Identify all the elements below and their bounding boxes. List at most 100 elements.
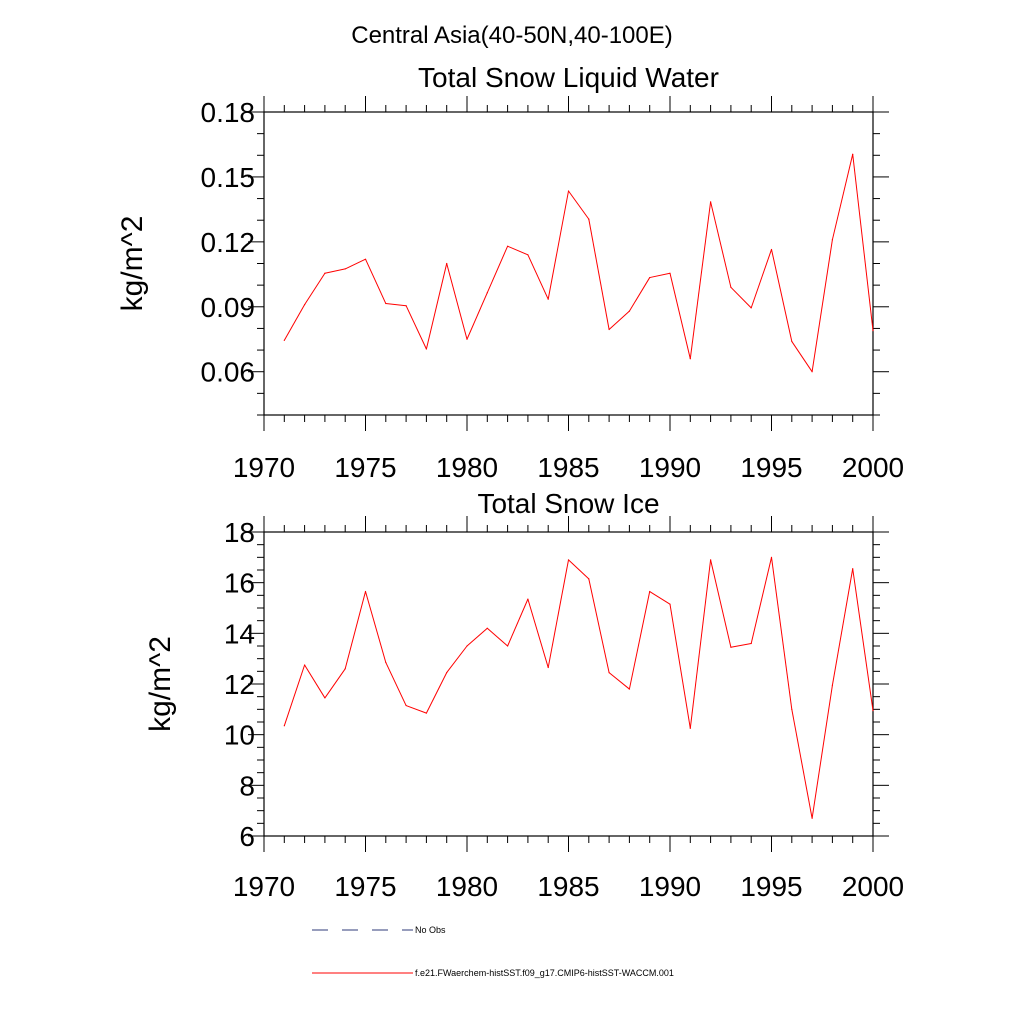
y-tick-label: 0.18 — [201, 97, 256, 128]
series-segment — [385, 662, 407, 706]
series-segment — [669, 273, 691, 359]
data-point — [689, 358, 691, 360]
x-tick-label: 2000 — [842, 871, 904, 902]
x-tick-label: 1980 — [436, 452, 498, 483]
y-tick-label: 8 — [239, 770, 255, 801]
data-point — [385, 302, 387, 305]
data-point — [730, 646, 732, 648]
x-tick-label: 1970 — [233, 452, 295, 483]
series-segment — [405, 705, 427, 714]
data-point — [567, 190, 570, 192]
data-point — [527, 254, 529, 256]
y-tick-label: 0.15 — [201, 162, 256, 193]
series-segment — [730, 642, 752, 648]
series-segment — [811, 239, 833, 372]
y-tick-label: 0.09 — [201, 292, 256, 323]
data-point — [730, 286, 732, 288]
series-segment — [568, 559, 590, 580]
data-point — [831, 684, 834, 686]
series-segment — [446, 645, 468, 673]
data-point — [344, 268, 346, 270]
series-segment — [466, 292, 488, 340]
series-segment — [689, 559, 712, 729]
series-segment — [547, 559, 569, 668]
series-segment — [628, 277, 651, 312]
data-point — [425, 348, 427, 350]
data-point — [466, 338, 468, 340]
x-tick-label: 1985 — [537, 871, 599, 902]
series-segment — [304, 272, 326, 305]
x-tick-label: 1990 — [639, 871, 701, 902]
series-line — [283, 153, 874, 373]
series-segment — [486, 627, 508, 647]
series-segment — [771, 557, 793, 710]
data-point — [689, 727, 691, 729]
data-point — [710, 559, 712, 561]
data-point — [405, 305, 407, 307]
series-segment — [831, 568, 854, 686]
data-point — [710, 201, 712, 203]
series-segment — [852, 568, 874, 711]
data-point — [852, 153, 854, 155]
data-point — [547, 298, 549, 300]
x-tick-label: 1995 — [740, 452, 802, 483]
series-segment — [344, 258, 366, 270]
data-point — [446, 262, 448, 265]
series-segment — [608, 672, 630, 690]
series-segment — [588, 219, 610, 330]
data-point — [425, 712, 427, 714]
data-point — [304, 664, 306, 666]
chart-title: Total Snow Liquid Water — [418, 62, 719, 93]
data-point — [791, 708, 793, 710]
figure-suptitle: Central Asia(40-50N,40-100E) — [351, 22, 673, 49]
data-point — [283, 725, 285, 727]
series-segment — [446, 263, 468, 340]
data-point — [364, 590, 367, 593]
x-tick-label: 1995 — [740, 871, 802, 902]
series-segment — [507, 598, 529, 647]
data-point — [588, 218, 590, 220]
series-segment — [365, 591, 387, 663]
data-point — [324, 272, 326, 274]
data-point — [608, 328, 610, 331]
series-segment — [425, 263, 448, 350]
chart-title: Total Snow Ice — [477, 488, 659, 519]
x-tick-label: 1990 — [639, 452, 701, 483]
y-axis-label: kg/m^2 — [116, 216, 149, 312]
series-segment — [405, 305, 427, 350]
y-tick-label: 18 — [224, 517, 255, 548]
x-tick-label: 2000 — [842, 452, 904, 483]
data-point — [588, 578, 590, 580]
data-point — [324, 697, 326, 699]
series-segment — [669, 604, 691, 729]
series-segment — [385, 303, 407, 307]
data-point — [852, 568, 854, 570]
data-point — [567, 559, 570, 561]
data-point — [507, 645, 509, 647]
series-segment — [486, 245, 509, 293]
series-segment — [791, 341, 813, 372]
legend-entry: f.e21.FWaerchem-histSST.f09_g17.CMIP6-hi… — [312, 968, 674, 978]
y-tick-label: 6 — [239, 821, 255, 852]
series-segment — [304, 664, 326, 699]
series-segment — [608, 310, 630, 330]
y-tick-label: 16 — [224, 568, 255, 599]
series-segment — [750, 557, 772, 644]
series-segment — [324, 268, 346, 274]
series-segment — [852, 154, 874, 331]
legend-label: f.e21.FWaerchem-histSST.f09_g17.CMIP6-hi… — [415, 968, 674, 978]
series-segment — [344, 591, 366, 669]
y-tick-label: 0.06 — [201, 357, 256, 388]
data-point — [872, 329, 874, 332]
data-point — [811, 817, 813, 819]
series-segment — [588, 578, 610, 673]
series-segment — [466, 627, 488, 647]
x-tick-label: 1980 — [436, 871, 498, 902]
chart-panel-snow-liquid-water: Total Snow Liquid Water kg/m^2 1970 1975 198… — [116, 62, 904, 483]
data-point — [770, 248, 773, 251]
data-point — [283, 339, 285, 341]
data-point — [364, 258, 367, 260]
data-point — [770, 556, 773, 558]
x-tick-label: 1985 — [537, 452, 599, 483]
